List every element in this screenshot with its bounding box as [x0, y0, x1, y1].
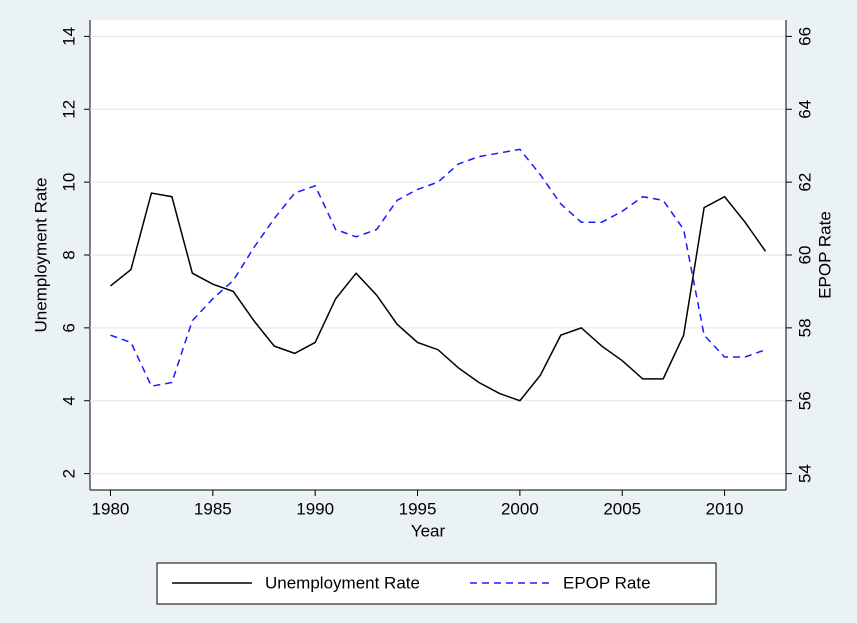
y-tick-label: 4	[59, 396, 78, 405]
x-tick-label: 2010	[706, 499, 744, 518]
x-tick-label: 1980	[92, 499, 130, 518]
y2-tick-label: 54	[795, 464, 814, 483]
x-tick-label: 2000	[501, 499, 539, 518]
y2-axis-title: EPOP Rate	[815, 211, 834, 299]
series-line	[110, 192, 767, 402]
y-axis-title: Unemployment Rate	[31, 178, 50, 333]
y2-tick-label: 62	[795, 173, 814, 192]
y-tick-label: 2	[59, 469, 78, 478]
y2-tick-label: 56	[795, 391, 814, 410]
legend-label: Unemployment Rate	[265, 573, 420, 592]
series-line	[110, 148, 766, 388]
y-tick-label: 12	[59, 100, 78, 119]
y-tick-label: 10	[59, 173, 78, 192]
y2-tick-label: 64	[795, 100, 814, 119]
y-tick-label: 14	[59, 27, 78, 46]
y2-tick-label: 60	[795, 246, 814, 265]
x-tick-label: 1995	[399, 499, 437, 518]
y2-tick-label: 66	[795, 27, 814, 46]
x-tick-label: 2005	[603, 499, 641, 518]
y2-tick-label: 58	[795, 318, 814, 337]
x-tick-label: 1985	[194, 499, 232, 518]
y-tick-label: 6	[59, 323, 78, 332]
y-tick-label: 8	[59, 250, 78, 259]
x-axis-title: Year	[411, 521, 446, 540]
legend-label: EPOP Rate	[563, 573, 651, 592]
x-tick-label: 1990	[296, 499, 334, 518]
